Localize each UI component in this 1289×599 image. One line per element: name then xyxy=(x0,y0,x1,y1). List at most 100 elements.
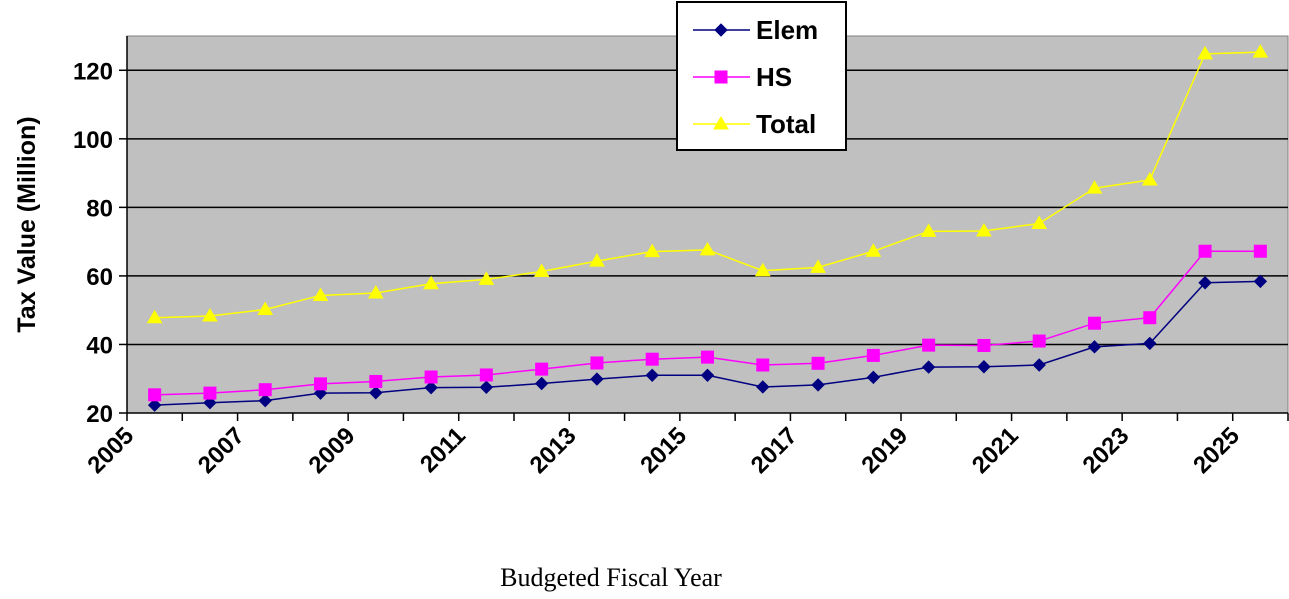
data-point xyxy=(644,243,661,258)
data-point xyxy=(369,386,383,400)
legend-label: HS xyxy=(756,62,792,92)
series-total xyxy=(146,44,1269,324)
data-point xyxy=(920,223,937,237)
data-point xyxy=(701,350,714,364)
data-point xyxy=(754,262,771,277)
series-elem xyxy=(147,274,1268,412)
data-point xyxy=(312,287,329,301)
y-axis-title: Tax Value (Million) xyxy=(13,116,41,332)
data-point xyxy=(976,223,992,237)
data-point xyxy=(314,377,327,391)
data-point xyxy=(1032,334,1046,348)
data-point xyxy=(478,271,495,285)
data-point xyxy=(922,338,936,352)
data-point xyxy=(258,393,272,408)
data-point xyxy=(589,253,605,267)
x-tick-label: 2017 xyxy=(746,422,803,479)
legend-item-hs: HS xyxy=(693,62,792,92)
data-point xyxy=(479,380,494,395)
legend: Elem HS Total xyxy=(676,1,847,151)
data-point xyxy=(977,338,991,352)
data-point xyxy=(1087,340,1102,354)
data-point xyxy=(203,386,217,400)
data-point xyxy=(202,308,218,322)
data-point xyxy=(921,360,936,374)
data-point xyxy=(1197,45,1213,60)
data-point xyxy=(534,376,549,391)
data-point xyxy=(203,396,217,410)
data-point xyxy=(533,263,550,277)
x-tick-label: 2023 xyxy=(1078,422,1135,479)
y-tick-labels: 20 40 60 80 100 120 xyxy=(73,58,113,428)
data-point xyxy=(479,368,493,382)
data-point xyxy=(811,356,825,370)
data-point xyxy=(1143,336,1157,351)
data-point xyxy=(147,398,162,412)
legend-item-total: Total xyxy=(693,109,816,139)
data-point xyxy=(810,259,826,273)
data-point xyxy=(811,378,825,392)
x-tick-label: 2007 xyxy=(193,422,250,479)
data-point xyxy=(369,374,383,388)
data-point xyxy=(146,309,163,324)
data-point xyxy=(1031,215,1048,229)
data-point xyxy=(257,301,274,315)
data-point xyxy=(700,368,715,383)
series-hs xyxy=(148,244,1267,402)
data-point xyxy=(1143,311,1157,325)
y-tick-label: 120 xyxy=(73,58,113,85)
y-tick-label: 100 xyxy=(73,127,113,154)
data-point xyxy=(590,372,604,386)
data-point xyxy=(714,23,728,37)
data-point xyxy=(1252,44,1269,58)
data-point xyxy=(865,243,882,257)
data-point xyxy=(866,348,880,362)
data-point xyxy=(258,383,272,397)
data-point xyxy=(424,370,438,384)
y-tick-label: 20 xyxy=(86,401,113,428)
series-group xyxy=(146,44,1269,412)
data-point xyxy=(535,362,549,376)
x-tick-label: 2005 xyxy=(82,422,139,479)
data-point xyxy=(756,380,770,394)
y-tick-label: 40 xyxy=(86,332,113,359)
y-tick-label: 80 xyxy=(86,195,113,222)
data-point xyxy=(1198,244,1212,258)
x-tick-label: 2019 xyxy=(856,422,913,479)
data-point xyxy=(977,360,991,374)
data-point xyxy=(699,241,716,256)
x-tick-labels: 2005 2007 2009 2011 2013 2015 2017 2019 2021 2023… xyxy=(82,422,1245,479)
data-point xyxy=(756,358,770,372)
data-point xyxy=(1141,171,1158,186)
data-point xyxy=(645,368,659,383)
legend-label: Total xyxy=(756,109,816,139)
data-point xyxy=(590,356,604,370)
x-tick-label: 2025 xyxy=(1188,422,1245,479)
x-tick-label: 2013 xyxy=(525,422,582,479)
x-tick-label: 2015 xyxy=(635,422,692,479)
data-point xyxy=(424,380,438,395)
data-point xyxy=(866,370,881,385)
data-point xyxy=(148,388,162,402)
data-point xyxy=(645,352,659,366)
legend-item-elem: Elem xyxy=(693,15,818,45)
x-tick-label: 2021 xyxy=(967,422,1024,479)
axes xyxy=(126,36,1289,421)
data-point xyxy=(1253,244,1267,258)
x-axis-title: Budgeted Fiscal Year xyxy=(500,563,722,592)
data-point xyxy=(1253,274,1268,289)
legend-box xyxy=(676,1,847,151)
y-tick-label: 60 xyxy=(86,264,113,291)
data-point xyxy=(367,285,384,299)
data-point xyxy=(713,116,729,130)
x-tick-label: 2009 xyxy=(304,422,361,479)
data-point xyxy=(1198,276,1212,290)
data-point xyxy=(1088,316,1101,330)
data-point xyxy=(423,275,439,290)
legend-label: Elem xyxy=(756,15,818,45)
data-point xyxy=(714,70,728,84)
x-tick-label: 2011 xyxy=(415,422,471,478)
data-point xyxy=(1086,180,1103,194)
data-point xyxy=(1032,358,1046,372)
